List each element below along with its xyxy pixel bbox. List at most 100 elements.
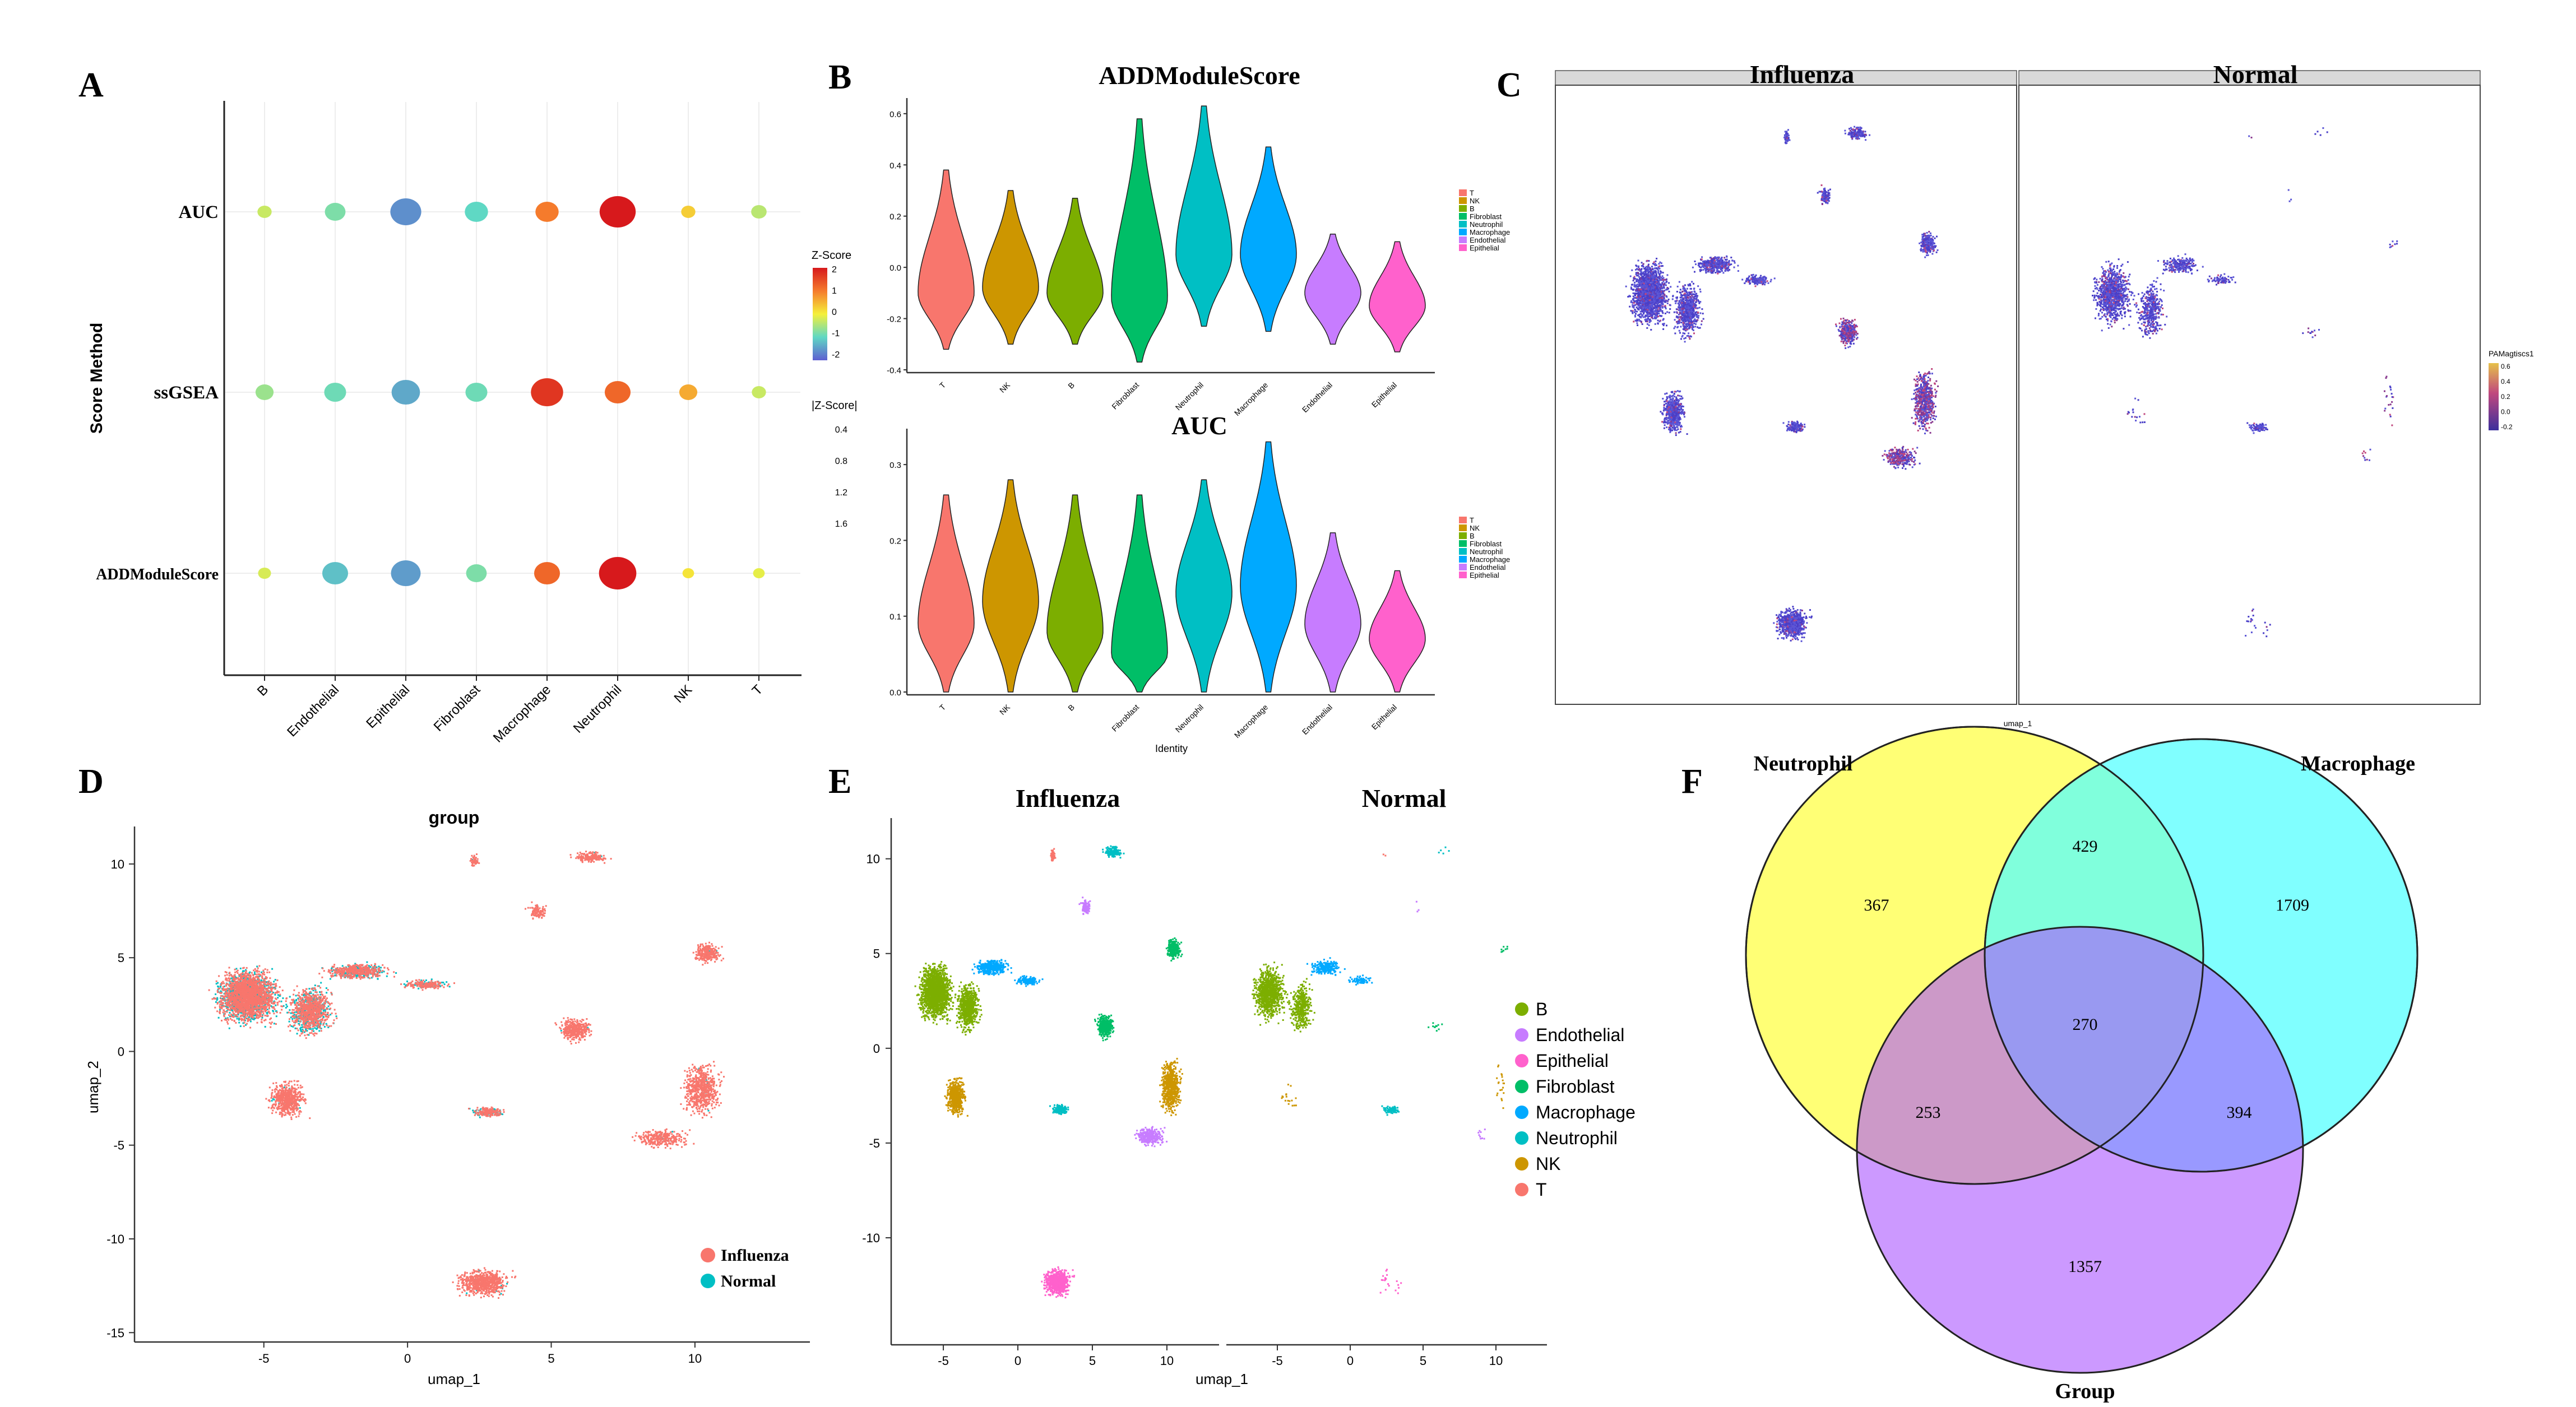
- c-point: [1899, 456, 1901, 458]
- c-point: [1689, 314, 1692, 316]
- c-point: [1639, 305, 1641, 307]
- c-point: [1692, 329, 1694, 331]
- c-point: [1847, 338, 1850, 341]
- c-point: [1635, 313, 1637, 315]
- c-point: [1687, 284, 1689, 286]
- c-point: [1931, 368, 1933, 370]
- c-point: [1651, 313, 1653, 315]
- c-point: [1657, 289, 1659, 291]
- c-point: [1683, 326, 1685, 327]
- c-point: [1679, 431, 1681, 433]
- c-point: [1934, 396, 1936, 398]
- c-point: [1632, 310, 1634, 312]
- c-point: [1683, 290, 1685, 292]
- c-point: [1648, 266, 1650, 268]
- c-point: [1639, 303, 1642, 305]
- c-point: [1664, 403, 1665, 406]
- violin-neutrophil: [1175, 105, 1233, 327]
- c-point: [1691, 323, 1693, 325]
- c-point: [1675, 432, 1677, 434]
- c-point: [1685, 301, 1688, 304]
- c-point: [1664, 419, 1666, 421]
- c-umap-points: [1625, 126, 2398, 642]
- c-point: [1850, 334, 1852, 336]
- c-point: [1852, 320, 1854, 322]
- legend-label-neutrophil: Neutrophil: [1470, 547, 1503, 556]
- a-dot-addmodulescore-nk: [682, 568, 694, 578]
- c-point: [1715, 272, 1717, 273]
- c-point: [1670, 407, 1672, 409]
- c-point: [1638, 293, 1641, 295]
- c-point: [1646, 305, 1648, 308]
- c-point: [1653, 307, 1655, 309]
- legend-swatch-t: [1459, 517, 1467, 523]
- c-point: [1667, 422, 1669, 424]
- c-point: [1676, 426, 1679, 428]
- violin-epithelial: [1369, 570, 1426, 693]
- c-point: [1920, 384, 1922, 387]
- c-point: [1654, 301, 1656, 304]
- c-point: [1661, 412, 1664, 414]
- c-point: [1928, 403, 1930, 405]
- c-point: [1757, 281, 1759, 283]
- c-point: [1937, 385, 1939, 387]
- c-point: [1672, 422, 1675, 424]
- c-point: [1692, 310, 1694, 312]
- a-dot-ssgsea-neutrophil: [605, 381, 631, 403]
- c-point: [1643, 301, 1646, 304]
- c-point: [1889, 460, 1892, 462]
- c-point: [1848, 320, 1850, 322]
- c-point: [1678, 416, 1680, 419]
- c-point: [1676, 416, 1678, 418]
- c-point: [1667, 298, 1670, 300]
- c-point: [1689, 309, 1692, 311]
- c-point: [1662, 279, 1664, 281]
- c-point: [1704, 268, 1707, 270]
- c-point: [1638, 309, 1640, 311]
- legend-swatch-fibroblast: [1459, 213, 1467, 220]
- c-point: [1672, 406, 1675, 408]
- c-point: [1641, 303, 1643, 305]
- c-point: [1641, 291, 1643, 292]
- c-point: [1662, 286, 1665, 288]
- c-point: [1848, 322, 1851, 324]
- c-point: [1922, 414, 1925, 416]
- c-point: [1841, 321, 1843, 323]
- c-point: [1684, 297, 1687, 299]
- c-point: [1632, 298, 1634, 300]
- c-point: [1660, 286, 1662, 288]
- c-point: [1637, 298, 1639, 300]
- a-size-tick: 0.4: [835, 425, 847, 435]
- c-point: [1651, 277, 1653, 280]
- c-point: [1691, 327, 1693, 329]
- c-point: [1669, 308, 1671, 310]
- legend-label-nk: NK: [1470, 197, 1480, 205]
- c-point: [1840, 335, 1842, 337]
- c-point: [1682, 298, 1684, 300]
- c-point: [1640, 281, 1642, 283]
- c-point: [1927, 407, 1929, 410]
- c-point: [1728, 260, 1730, 262]
- c-point: [1718, 263, 1720, 266]
- c-point: [1657, 299, 1658, 301]
- c-point: [1694, 296, 1696, 298]
- c-point: [1656, 307, 1658, 309]
- c-point: [1642, 275, 1644, 277]
- c-point: [1677, 303, 1679, 305]
- violin-fibroblast: [1111, 118, 1168, 363]
- c-point: [1659, 276, 1661, 277]
- c-point: [1674, 406, 1675, 408]
- c-point: [1644, 291, 1647, 293]
- c-point: [1637, 303, 1639, 305]
- c-point: [1641, 296, 1643, 298]
- c-point: [1653, 317, 1656, 319]
- c-point: [1649, 320, 1651, 322]
- c-point: [1650, 276, 1652, 278]
- c-point: [1663, 427, 1665, 429]
- c-point: [1922, 406, 1925, 408]
- c-point: [1926, 384, 1928, 387]
- c-point: [1662, 323, 1664, 325]
- c-point: [1650, 315, 1652, 317]
- c-point: [1668, 406, 1670, 408]
- c-point: [1701, 256, 1703, 258]
